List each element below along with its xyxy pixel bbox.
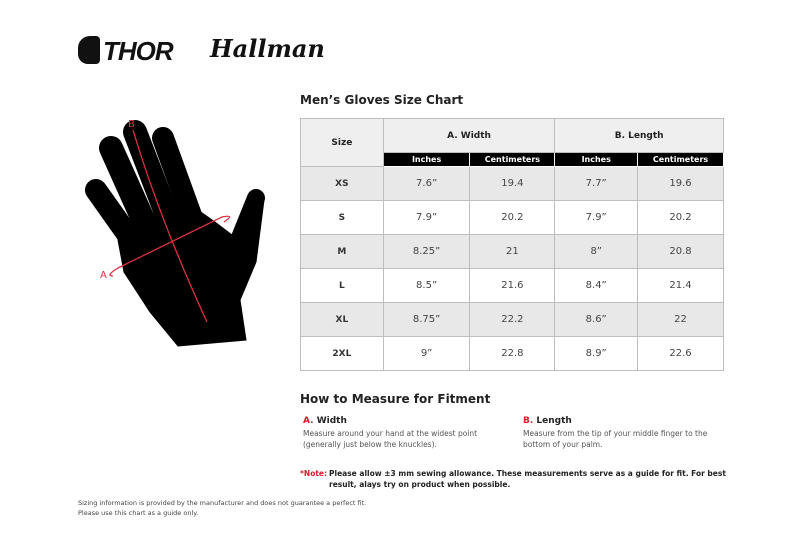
- unit-header: Inches: [382, 152, 471, 167]
- table-row: XS 7.6” 19.4 7.7” 19.6: [300, 166, 724, 201]
- value-cell: 21: [469, 234, 556, 269]
- helmet-icon: [78, 36, 100, 64]
- size-cell: 2XL: [300, 336, 384, 371]
- letter-b: B.: [523, 416, 534, 426]
- value-cell: 7.6”: [382, 166, 471, 201]
- label-a: A: [100, 270, 107, 281]
- width-text: Measure around your hand at the widest p…: [303, 429, 478, 449]
- value-cell: 8.9”: [554, 336, 639, 371]
- hand-diagram: A B: [85, 119, 265, 347]
- value-cell: 22.8: [469, 336, 556, 371]
- size-cell: L: [300, 268, 384, 303]
- unit-header: Centimeters: [469, 152, 556, 167]
- value-cell: 8”: [554, 234, 639, 269]
- unit-header: Centimeters: [637, 152, 724, 167]
- table-row: XL 8.75” 22.2 8.6” 22: [300, 302, 724, 337]
- thor-wordmark: THOR: [103, 36, 174, 66]
- disclaimer: Sizing information is provided by the ma…: [78, 498, 366, 518]
- value-cell: 19.6: [637, 166, 724, 201]
- value-cell: 21.4: [637, 268, 724, 303]
- disclaimer-line: Please use this chart as a guide only.: [78, 509, 199, 517]
- table-row: M 8.25” 21 8” 20.8: [300, 234, 724, 269]
- value-cell: 19.4: [469, 166, 556, 201]
- value-cell: 21.6: [469, 268, 556, 303]
- size-cell: XL: [300, 302, 384, 337]
- disclaimer-line: Sizing information is provided by the ma…: [78, 499, 367, 507]
- value-cell: 9”: [382, 336, 471, 371]
- measure-width: A. Width Measure around your hand at the…: [303, 416, 513, 450]
- length-label: Length: [536, 416, 572, 426]
- size-cell: S: [300, 200, 384, 235]
- hallman-logo: Hallman: [210, 34, 325, 63]
- value-cell: 8.5”: [382, 268, 471, 303]
- value-cell: 7.9”: [382, 200, 471, 235]
- value-cell: 8.75”: [382, 302, 471, 337]
- label-b: B: [128, 119, 135, 130]
- note-label: *Note:: [300, 469, 328, 478]
- width-label: Width: [316, 416, 347, 426]
- width-header: A. Width: [382, 118, 556, 153]
- value-cell: 22.2: [469, 302, 556, 337]
- value-cell: 8.25”: [382, 234, 471, 269]
- length-line: [132, 129, 208, 323]
- table-row: 2XL 9” 22.8 8.9” 22.6: [300, 336, 724, 371]
- letter-a: A.: [303, 416, 314, 426]
- size-header: Size: [300, 118, 384, 167]
- table-row: S 7.9” 20.2 7.9” 20.2: [300, 200, 724, 235]
- chart-title: Men’s Gloves Size Chart: [300, 93, 464, 107]
- measure-title: How to Measure for Fitment: [300, 392, 491, 406]
- unit-header: Inches: [554, 152, 639, 167]
- value-cell: 22.6: [637, 336, 724, 371]
- size-cell: XS: [300, 166, 384, 201]
- value-cell: 20.2: [637, 200, 724, 235]
- thor-logo: THOR: [78, 36, 174, 67]
- note: *Note: Please allow ±3 mm sewing allowanc…: [300, 468, 740, 490]
- length-text: Measure from the tip of your middle fing…: [523, 429, 708, 449]
- value-cell: 20.2: [469, 200, 556, 235]
- length-header: B. Length: [554, 118, 724, 153]
- note-text: Please allow ±3 mm sewing allowance. The…: [329, 469, 726, 489]
- value-cell: 8.4”: [554, 268, 639, 303]
- width-line: [109, 215, 231, 277]
- value-cell: 7.9”: [554, 200, 639, 235]
- value-cell: 8.6”: [554, 302, 639, 337]
- value-cell: 7.7”: [554, 166, 639, 201]
- size-cell: M: [300, 234, 384, 269]
- value-cell: 20.8: [637, 234, 724, 269]
- hand-silhouette: [85, 120, 265, 347]
- value-cell: 22: [637, 302, 724, 337]
- table-row: L 8.5” 21.6 8.4” 21.4: [300, 268, 724, 303]
- size-table: Size A. Width B. Length Inches Centimeters I…: [300, 118, 724, 371]
- measure-length: B. Length Measure from the tip of your m…: [523, 416, 723, 450]
